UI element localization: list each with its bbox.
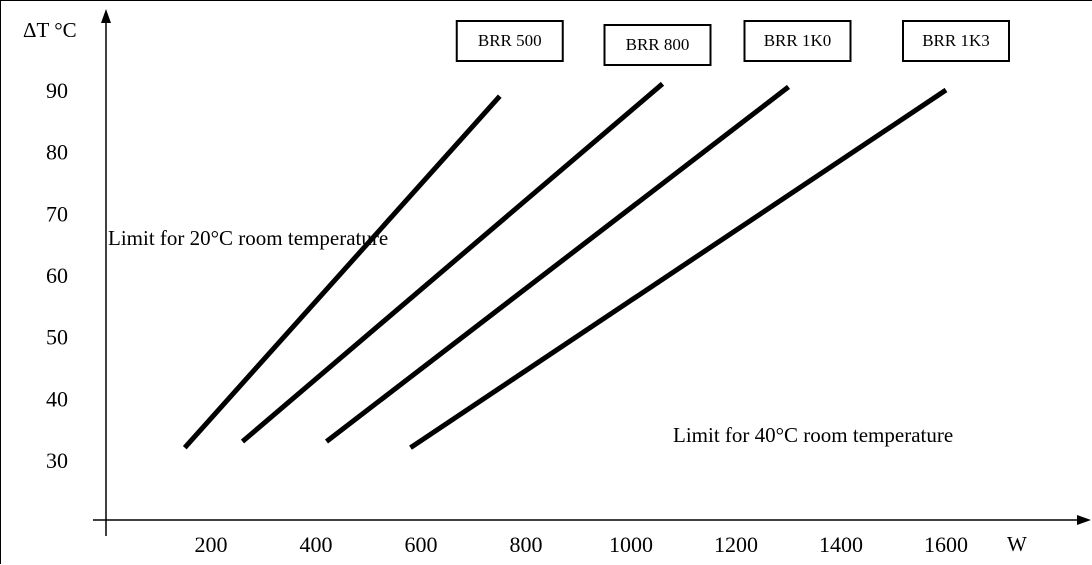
x-tick-labels: 200 400 600 800 1000 1200 1400 1600 (195, 532, 969, 557)
x-tick-label: 400 (300, 532, 333, 557)
series-label: BRR 800 (626, 35, 690, 54)
series-label: BRR 1K0 (764, 31, 832, 50)
series-label-border (603, 24, 712, 66)
axes (93, 9, 1091, 536)
series-label-border (902, 20, 1010, 62)
y-tick-label: 60 (46, 263, 68, 288)
series-line (240, 81, 665, 444)
y-tick-label: 30 (46, 448, 68, 473)
y-tick-label: 50 (46, 325, 68, 350)
series-label-box: BRR 800 (603, 24, 712, 66)
series-line (324, 84, 791, 444)
series-label-border (743, 20, 852, 62)
series-label-box: BRR 1K3 (902, 20, 1010, 62)
x-tick-label: 200 (195, 532, 228, 557)
y-tick-labels: 30 40 50 60 70 80 90 (46, 78, 68, 473)
y-tick-label: 70 (46, 201, 68, 226)
y-tick-label: 80 (46, 140, 68, 165)
y-axis-arrow (101, 9, 111, 23)
y-axis-label: ΔT °C (23, 18, 77, 42)
series-label-box: BRR 1K0 (743, 20, 852, 62)
series-label: BRR 1K3 (922, 31, 990, 50)
x-tick-label: 1000 (609, 532, 653, 557)
annotation-limit-40c: Limit for 40°C room temperature (673, 423, 953, 447)
series-label-border (455, 20, 564, 62)
x-tick-label: 1400 (819, 532, 863, 557)
x-tick-label: 1200 (714, 532, 758, 557)
annotation-limit-20c: Limit for 20°C room temperature (108, 226, 388, 250)
y-tick-label: 90 (46, 78, 68, 103)
series-line (409, 87, 948, 450)
x-tick-label: 600 (405, 532, 438, 557)
x-tick-label: 1600 (924, 532, 968, 557)
x-axis-label: W (1007, 532, 1027, 556)
y-tick-label: 40 (46, 386, 68, 411)
series-labels: BRR 500 BRR 800 BRR 1K0 BRR 1K3 (455, 20, 1010, 66)
series-lines (182, 81, 948, 450)
series-label-box: BRR 500 (455, 20, 564, 62)
series-line (182, 94, 502, 450)
x-axis-arrow (1077, 515, 1091, 525)
x-tick-label: 800 (510, 532, 543, 557)
series-label: BRR 500 (478, 31, 542, 50)
